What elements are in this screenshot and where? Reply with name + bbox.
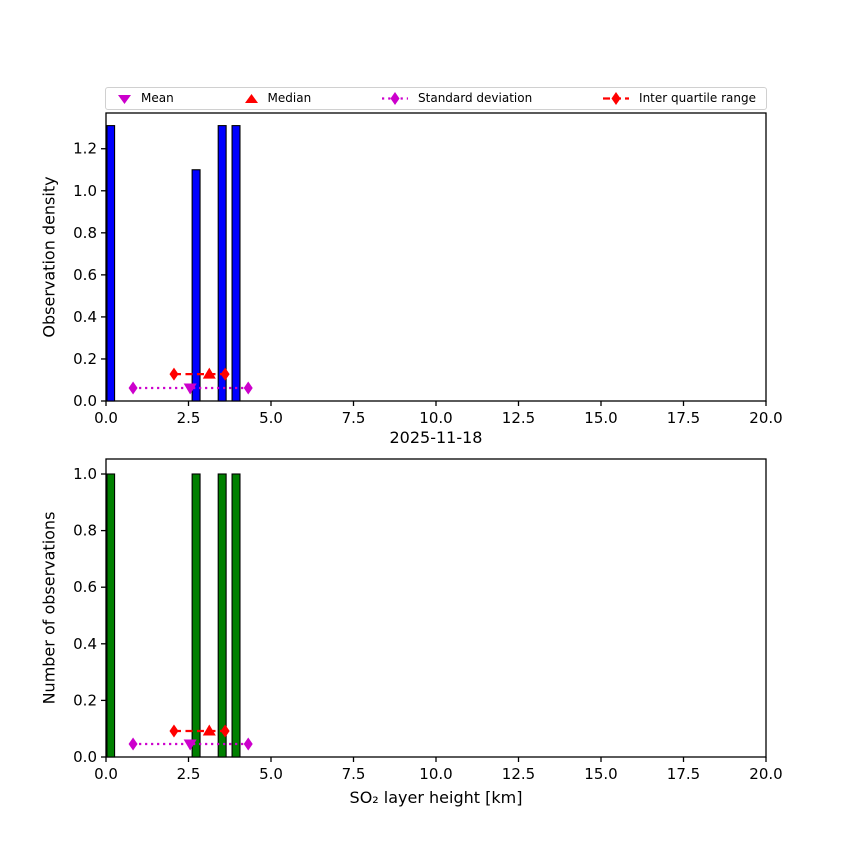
x-tick-label: 0.0	[94, 409, 118, 427]
x-tick-label: 0.0	[94, 765, 118, 783]
iqr-endpoint-marker	[220, 367, 230, 381]
y-tick-label: 0.2	[73, 350, 97, 368]
std-dev-endpoint-marker	[243, 381, 253, 395]
y-tick-label: 0.0	[73, 392, 97, 410]
x-tick-label: 2.5	[177, 409, 201, 427]
x-tick-label: 15.0	[584, 765, 617, 783]
x-tick-label: 5.0	[259, 765, 283, 783]
legend-label-iqr: Inter quartile range	[639, 91, 756, 105]
x-tick-label: 7.5	[342, 409, 366, 427]
y-axis-label-top: Observation density	[39, 176, 59, 338]
histogram-bar	[106, 473, 116, 758]
histogram-bar	[217, 125, 227, 402]
y-tick-label: 0.4	[73, 635, 97, 653]
y-tick-label: 1.0	[73, 182, 97, 200]
y-tick-label: 0.8	[73, 522, 97, 540]
std-dev-endpoint-marker	[128, 737, 138, 751]
histogram-bar	[191, 473, 201, 758]
histogram-bar	[106, 125, 116, 402]
std-dev-endpoint-marker	[128, 381, 138, 395]
legend-item-iqr: Inter quartile range	[601, 87, 756, 110]
legend-item-median: Median	[243, 87, 312, 110]
legend-box: Mean Median Standard deviation Inter qua…	[105, 87, 767, 110]
y-tick-label: 1.2	[73, 140, 97, 158]
legend-item-std: Standard deviation	[380, 87, 532, 110]
histogram-bar	[191, 169, 201, 402]
y-tick-label: 0.6	[73, 266, 97, 284]
x-tick-label: 20.0	[749, 765, 782, 783]
iqr-endpoint-marker	[169, 724, 179, 738]
median-triangle-up-icon	[244, 94, 258, 103]
plot-frame	[105, 458, 767, 758]
x-tick-label: 20.0	[749, 409, 782, 427]
plot-frame	[105, 112, 767, 402]
y-tick-label: 1.0	[73, 465, 97, 483]
iqr-endpoint-marker	[169, 367, 179, 381]
histogram-bar	[217, 473, 227, 758]
median-marker	[202, 367, 216, 379]
histogram-bar	[231, 473, 241, 758]
x-tick-label: 10.0	[419, 765, 452, 783]
legend-label-median: Median	[267, 91, 312, 105]
x-tick-label: 10.0	[419, 409, 452, 427]
x-tick-label: 17.5	[667, 765, 700, 783]
y-tick-label: 0.4	[73, 308, 97, 326]
x-tick-label: 12.5	[502, 765, 535, 783]
std-dev-endpoint-marker	[243, 737, 253, 751]
x-tick-label: 17.5	[667, 409, 700, 427]
mean-marker	[183, 383, 197, 395]
mean-triangle-down-icon	[118, 95, 131, 104]
y-tick-label: 0.2	[73, 691, 97, 709]
x-tick-label: 7.5	[342, 765, 366, 783]
mean-marker	[183, 739, 197, 751]
y-tick-label: 0.8	[73, 224, 97, 242]
x-tick-label: 12.5	[502, 409, 535, 427]
median-marker	[202, 724, 216, 736]
std-dev-diamond-dotted-icon	[382, 92, 409, 105]
legend-item-mean: Mean	[116, 87, 174, 110]
iqr-endpoint-marker	[220, 724, 230, 738]
x-tick-label: 5.0	[259, 409, 283, 427]
legend-label-mean: Mean	[141, 91, 174, 105]
y-axis-label-bottom: Number of observations	[39, 511, 59, 705]
y-tick-label: 0.6	[73, 578, 97, 596]
x-axis-label: SO₂ layer height [km]	[349, 788, 523, 807]
histogram-bar	[231, 125, 241, 402]
y-tick-label: 0.0	[73, 748, 97, 766]
iqr-diamond-dashed-icon	[603, 92, 630, 105]
x-tick-label: 2.5	[177, 765, 201, 783]
legend-label-std: Standard deviation	[418, 91, 533, 105]
plot-title: 2025-11-18	[389, 428, 483, 447]
x-tick-label: 15.0	[584, 409, 617, 427]
